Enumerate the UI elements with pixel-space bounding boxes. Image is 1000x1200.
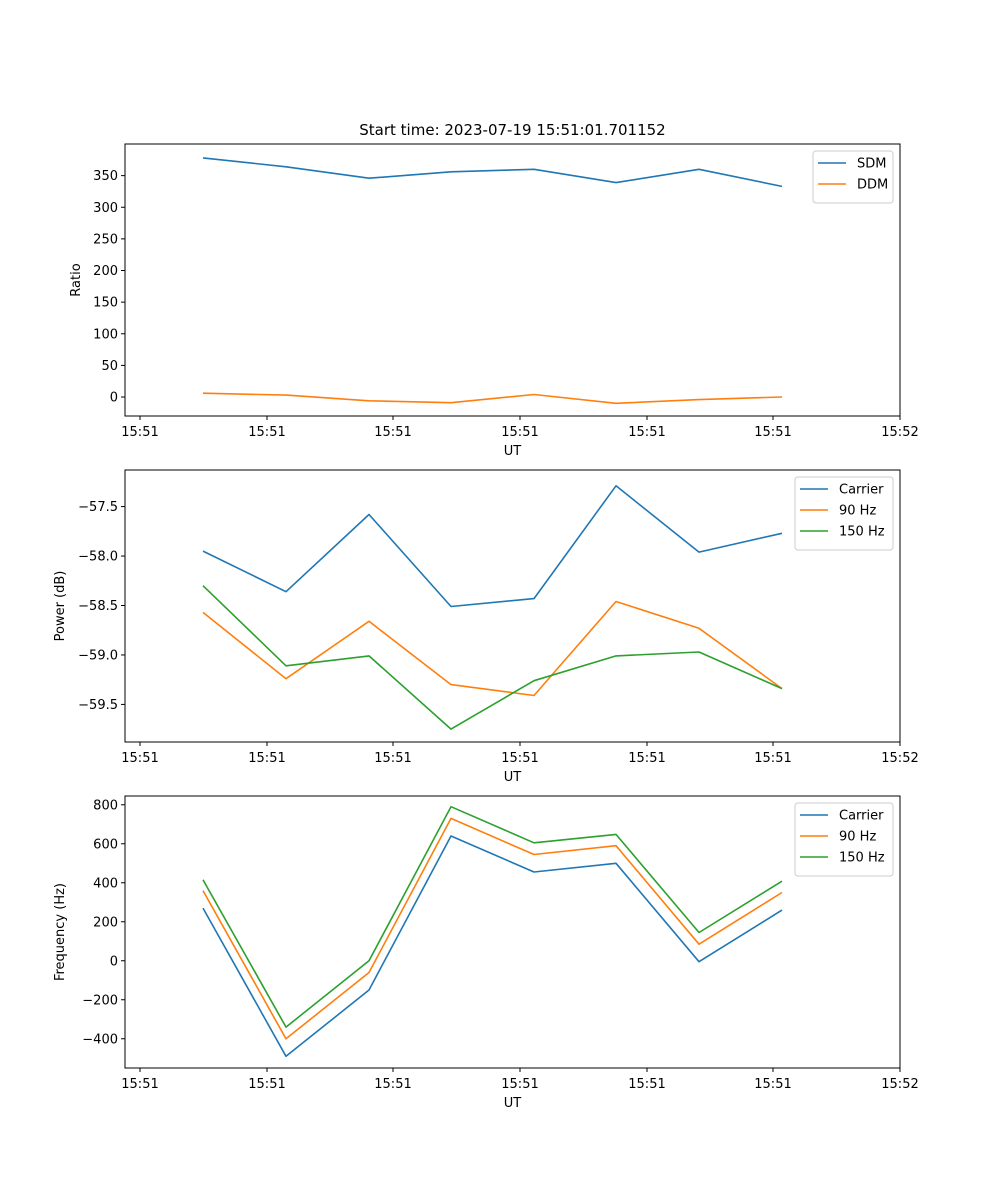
legend: Carrier 90 Hz 150 Hz <box>794 476 894 551</box>
x-tick-label: 15:51 <box>501 425 538 440</box>
legend-label: 150 Hz <box>839 851 885 866</box>
x-tick-label: 15:52 <box>881 425 918 440</box>
y-tick-label: −58.5 <box>78 599 118 614</box>
y-tick-label: −58.0 <box>78 550 118 565</box>
legend-label: 90 Hz <box>839 504 876 519</box>
legend-label: 150 Hz <box>839 525 885 540</box>
y-tick-label: −400 <box>82 1032 118 1047</box>
legend-label: 90 Hz <box>839 830 876 845</box>
y-tick-label: 300 <box>93 201 118 216</box>
x-axis-label: UT <box>504 770 522 785</box>
x-tick-label: 15:51 <box>628 425 665 440</box>
y-axis-label: Power (dB) <box>53 571 68 642</box>
y-axis-label: Frequency (Hz) <box>53 883 68 981</box>
x-tick-label: 15:51 <box>121 425 158 440</box>
x-tick-label: 15:51 <box>501 751 538 766</box>
chart-panel-3: 15:51 15:51 15:51 15:51 15:51 15:51 15:52 −400 −… <box>53 795 919 1111</box>
y-tick-label: −59.5 <box>78 698 118 713</box>
x-tick-label: 15:51 <box>374 425 411 440</box>
y-tick-label: 100 <box>93 327 118 342</box>
y-axis-label: Ratio <box>69 263 84 296</box>
y-tick-label: −200 <box>82 993 118 1008</box>
x-tick-label: 15:51 <box>754 1077 791 1092</box>
x-tick-label: 15:51 <box>121 1077 158 1092</box>
y-tick-label: 250 <box>93 232 118 247</box>
y-tick-label: 350 <box>93 169 118 184</box>
y-tick-label: 600 <box>93 837 118 852</box>
y-tick-label: −59.0 <box>78 648 118 663</box>
x-tick-label: 15:51 <box>628 1077 665 1092</box>
y-tick-label: 150 <box>93 296 118 311</box>
y-tick-label: 800 <box>93 798 118 813</box>
x-tick-label: 15:51 <box>121 751 158 766</box>
legend-box <box>812 150 894 204</box>
plot-frame <box>124 469 901 743</box>
legend: Carrier 90 Hz 150 Hz <box>794 802 894 877</box>
x-tick-label: 15:51 <box>374 1077 411 1092</box>
legend: SDM DDM <box>812 150 894 204</box>
series-line-150-hz <box>202 585 783 730</box>
series-line-90-hz <box>202 817 783 1040</box>
chart-title: Start time: 2023-07-19 15:51:01.701152 <box>359 121 665 139</box>
series-line-150-hz <box>202 805 783 1028</box>
legend-label: Carrier <box>839 483 884 498</box>
x-axis-label: UT <box>504 444 522 459</box>
x-tick-label: 15:51 <box>628 751 665 766</box>
y-tick-label: 0 <box>110 954 118 969</box>
y-tick-label: 200 <box>93 915 118 930</box>
x-tick-label: 15:51 <box>501 1077 538 1092</box>
y-tick-label: 50 <box>101 359 118 374</box>
y-tick-label: 200 <box>93 264 118 279</box>
series-line-sdm <box>202 157 783 188</box>
plot-frame <box>124 143 901 417</box>
x-axis-label: UT <box>504 1096 522 1111</box>
series-line-carrier <box>202 484 783 608</box>
y-tick-label: −57.5 <box>78 500 118 515</box>
x-tick-label: 15:51 <box>248 425 285 440</box>
plot-frame <box>124 795 901 1069</box>
x-tick-label: 15:51 <box>248 751 285 766</box>
series-line-carrier <box>202 835 783 1058</box>
legend-label: SDM <box>857 157 886 172</box>
series-line-ddm <box>202 392 783 405</box>
x-tick-label: 15:52 <box>881 1077 918 1092</box>
x-tick-label: 15:52 <box>881 751 918 766</box>
legend-label: DDM <box>857 178 888 193</box>
x-tick-label: 15:51 <box>374 751 411 766</box>
x-tick-label: 15:51 <box>754 425 791 440</box>
chart-panel-2: 15:51 15:51 15:51 15:51 15:51 15:51 15:52 −59.5… <box>53 469 919 785</box>
y-tick-label: 0 <box>110 391 118 406</box>
y-tick-label: 400 <box>93 876 118 891</box>
legend-label: Carrier <box>839 809 884 824</box>
chart-panel-1: 15:51 15:51 15:51 15:51 15:51 15:51 15:52 0 50 10… <box>69 121 919 459</box>
x-tick-label: 15:51 <box>754 751 791 766</box>
series-line-90-hz <box>202 600 783 697</box>
x-tick-label: 15:51 <box>248 1077 285 1092</box>
